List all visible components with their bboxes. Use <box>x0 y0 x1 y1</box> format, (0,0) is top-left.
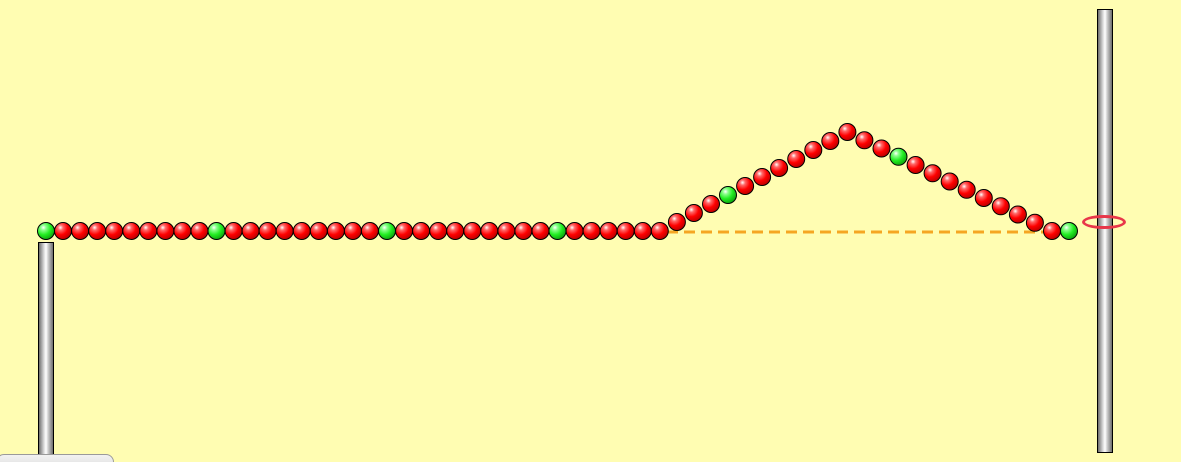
bead <box>753 168 772 186</box>
bead-highlighted <box>207 222 226 240</box>
control-panel-tab[interactable] <box>0 454 114 462</box>
bead-highlighted <box>37 222 55 240</box>
bead <box>241 222 260 240</box>
bead <box>855 131 874 150</box>
right-post <box>1097 9 1113 453</box>
bead-highlighted <box>548 222 567 240</box>
bead <box>258 222 277 240</box>
bead <box>736 177 755 195</box>
bead <box>412 222 431 240</box>
left-post <box>38 242 54 462</box>
bead <box>991 197 1010 216</box>
bead <box>667 213 686 231</box>
bead <box>224 222 243 240</box>
bead <box>463 222 482 240</box>
bead-highlighted <box>1060 222 1078 240</box>
bead <box>872 139 891 158</box>
bead <box>940 172 959 191</box>
bead <box>531 222 550 240</box>
bead <box>974 189 993 207</box>
bead-highlighted <box>378 222 396 240</box>
bead <box>633 222 652 240</box>
bead <box>105 222 124 240</box>
bead <box>88 222 107 240</box>
bead <box>616 222 635 240</box>
bead <box>173 222 192 240</box>
bead-highlighted <box>719 186 737 204</box>
end-ring[interactable] <box>1082 215 1126 229</box>
bead <box>957 180 976 199</box>
bead <box>360 222 379 240</box>
bead <box>821 132 840 150</box>
bead-highlighted <box>889 147 908 166</box>
bead <box>190 222 209 240</box>
bead <box>650 222 669 240</box>
bead <box>343 222 362 240</box>
bead <box>582 222 601 240</box>
bead <box>906 156 925 174</box>
bead <box>514 222 533 240</box>
bead <box>702 195 720 213</box>
bead <box>565 222 584 240</box>
bead <box>1008 205 1027 224</box>
bead <box>480 222 499 240</box>
bead <box>326 222 345 240</box>
bead <box>71 222 90 240</box>
bead <box>309 222 328 240</box>
bead <box>787 150 806 168</box>
bead <box>54 222 72 240</box>
bead <box>838 123 857 141</box>
bead <box>923 164 942 183</box>
bead <box>292 222 311 240</box>
bead <box>139 222 158 240</box>
bead <box>1043 222 1061 240</box>
bead <box>599 222 618 240</box>
bead <box>122 222 141 240</box>
bead <box>275 222 294 240</box>
bead <box>429 222 448 240</box>
bead <box>156 222 175 240</box>
bead <box>497 222 516 240</box>
bead <box>395 222 414 240</box>
bead <box>770 159 789 177</box>
bead <box>1025 213 1044 232</box>
bead <box>684 204 703 222</box>
bead <box>446 222 465 240</box>
bead <box>804 141 823 159</box>
